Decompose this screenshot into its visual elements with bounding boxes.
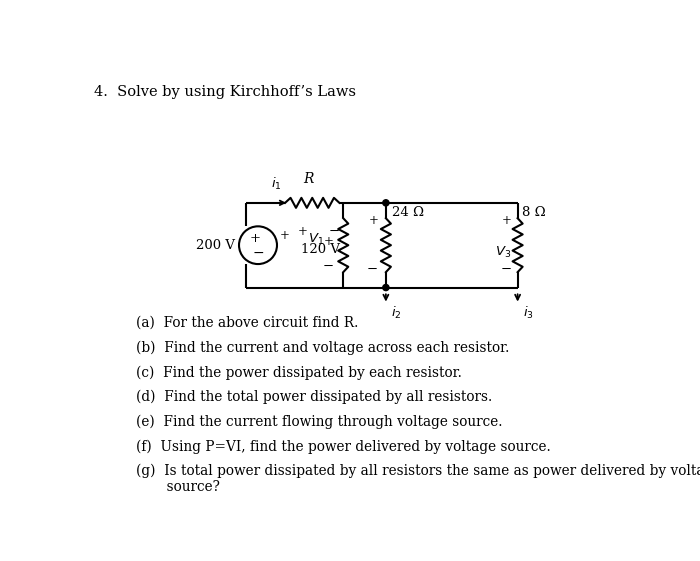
Text: −: − [367,263,378,277]
Text: (b)  Find the current and voltage across each resistor.: (b) Find the current and voltage across … [136,341,509,355]
Text: +: + [368,214,378,227]
Circle shape [383,200,389,206]
Text: +: + [249,232,260,245]
Text: $i_1$: $i_1$ [272,176,282,192]
Text: −: − [328,225,339,238]
Text: +: + [501,214,512,227]
Text: 8 Ω: 8 Ω [522,206,546,219]
Text: (c)  Find the power dissipated by each resistor.: (c) Find the power dissipated by each re… [136,365,461,380]
Text: $V_1$: $V_1$ [308,232,324,247]
Text: (g)  Is total power dissipated by all resistors the same as power delivered by v: (g) Is total power dissipated by all res… [136,464,700,494]
Text: 120 V: 120 V [300,242,340,256]
Text: −: − [323,260,334,273]
Text: $i_2$: $i_2$ [391,305,402,320]
Text: −: − [500,263,512,277]
Text: −: − [252,246,264,260]
Text: 24 Ω: 24 Ω [392,206,424,219]
Text: 200 V: 200 V [197,238,235,252]
Text: (a)  For the above circuit find R.: (a) For the above circuit find R. [136,316,358,330]
Text: $V_3$: $V_3$ [495,245,512,260]
Text: (d)  Find the total power dissipated by all resistors.: (d) Find the total power dissipated by a… [136,390,492,404]
Text: (f)  Using P=VI, find the power delivered by voltage source.: (f) Using P=VI, find the power delivered… [136,439,550,454]
Text: +: + [298,225,308,238]
Text: (e)  Find the current flowing through voltage source.: (e) Find the current flowing through vol… [136,415,502,429]
Text: +: + [280,229,290,242]
Text: +: + [324,235,334,248]
Text: R: R [303,172,314,186]
Text: 4.  Solve by using Kirchhoff’s Laws: 4. Solve by using Kirchhoff’s Laws [94,85,356,99]
Circle shape [383,284,389,291]
Text: $i_3$: $i_3$ [523,305,534,320]
